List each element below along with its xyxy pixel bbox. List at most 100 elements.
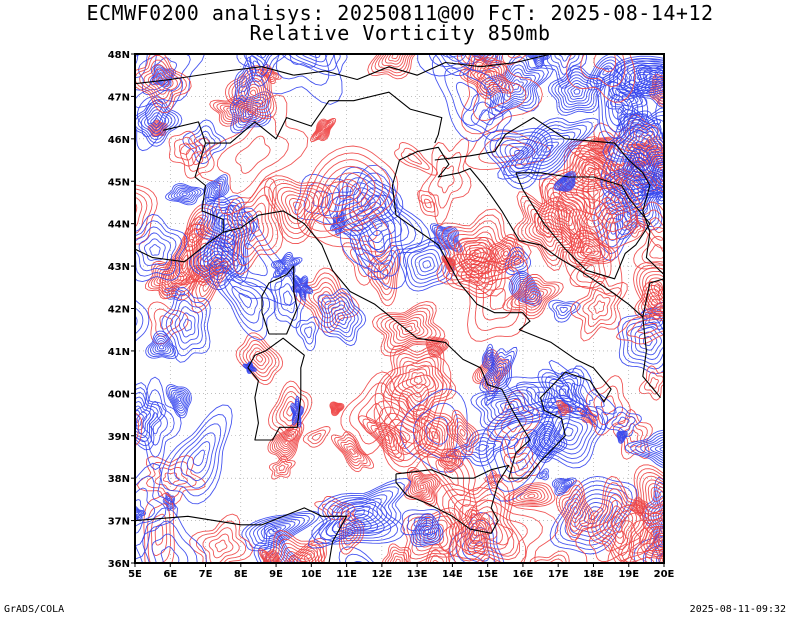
lat-tick-label: 41N xyxy=(108,347,130,358)
contour-line xyxy=(192,240,243,287)
contour-line xyxy=(135,299,150,343)
contour-line xyxy=(175,249,191,278)
contour-line xyxy=(659,166,664,172)
contour-line xyxy=(423,527,441,544)
contour-line xyxy=(546,54,584,82)
contour-line xyxy=(231,224,283,291)
contour-line xyxy=(485,352,492,364)
contour-line xyxy=(633,464,664,525)
contour-line xyxy=(176,189,194,200)
contour-line xyxy=(400,388,468,473)
contour-line xyxy=(646,528,664,554)
contour-line xyxy=(598,187,625,224)
contour-line xyxy=(112,527,131,536)
contour-line xyxy=(223,104,243,118)
contour-line xyxy=(537,367,589,417)
contour-line xyxy=(515,128,582,170)
contour-line xyxy=(366,403,384,424)
contour-line xyxy=(297,282,306,292)
contour-line xyxy=(237,99,264,126)
lat-tick-label: 44N xyxy=(108,220,130,231)
contour-line xyxy=(281,261,291,270)
contour-line xyxy=(554,54,576,69)
contour-line xyxy=(389,418,422,455)
contour-line xyxy=(569,501,581,519)
contour-line xyxy=(202,280,212,292)
contour-line xyxy=(567,497,584,524)
contour-line xyxy=(644,481,664,552)
contour-line xyxy=(660,539,664,545)
contour-line xyxy=(154,524,164,546)
lon-tick-label: 9E xyxy=(269,569,283,580)
contour-line xyxy=(618,135,664,186)
contour-line xyxy=(159,315,173,330)
contour-line xyxy=(170,389,188,412)
contour-line xyxy=(304,326,313,339)
contour-line xyxy=(180,432,216,482)
contour-line xyxy=(569,273,628,342)
contour-line xyxy=(198,275,216,297)
contour-line xyxy=(475,386,544,428)
contour-line xyxy=(632,62,664,89)
contour-line xyxy=(370,54,414,77)
contour-line xyxy=(212,184,221,194)
contour-line xyxy=(424,529,430,535)
contour-line xyxy=(481,359,503,384)
contour-line xyxy=(394,142,438,176)
contour-line xyxy=(658,537,664,547)
contour-line xyxy=(321,292,363,342)
lon-tick-label: 6E xyxy=(163,569,177,580)
contour-line xyxy=(510,279,556,314)
contour-line xyxy=(437,165,455,194)
lat-tick-label: 39N xyxy=(108,432,130,443)
contour-line xyxy=(641,235,664,265)
contour-line xyxy=(153,264,182,291)
contour-line xyxy=(159,269,176,286)
contour-line xyxy=(247,86,259,99)
contour-line xyxy=(561,489,590,532)
contour-line xyxy=(417,443,478,518)
contour-line xyxy=(491,476,497,482)
contour-line xyxy=(414,519,449,552)
contour-line xyxy=(633,226,664,271)
contour-line xyxy=(532,212,563,248)
contour-line xyxy=(330,402,344,416)
contour-line xyxy=(668,300,682,312)
contour-line xyxy=(556,399,573,417)
contour-line xyxy=(249,347,270,370)
contour-line xyxy=(174,393,185,407)
contour-line xyxy=(135,507,207,563)
coastline xyxy=(395,464,510,534)
contour-line xyxy=(303,152,391,232)
contour-line xyxy=(318,502,399,542)
contour-line xyxy=(156,342,167,351)
contour-line xyxy=(448,36,460,48)
contour-line xyxy=(610,83,643,115)
contour-line xyxy=(479,54,554,120)
contour-line xyxy=(626,126,663,161)
contour-line xyxy=(621,94,631,103)
contour-line xyxy=(588,294,611,321)
contour-line xyxy=(167,386,191,416)
contour-line xyxy=(422,527,432,536)
contour-line xyxy=(115,528,127,534)
lon-tick-label: 19E xyxy=(618,569,639,580)
contour-line xyxy=(356,201,396,243)
contour-line xyxy=(409,372,427,389)
contour-line xyxy=(415,408,454,463)
contour-line xyxy=(332,404,341,413)
contour-line xyxy=(614,87,639,111)
contour-line xyxy=(257,529,300,563)
contour-line xyxy=(160,404,233,505)
contour-line xyxy=(407,471,437,503)
contour-line xyxy=(673,434,679,440)
contour-line xyxy=(553,478,575,495)
contour-line xyxy=(642,270,664,309)
contour-line xyxy=(329,401,345,417)
contour-line xyxy=(147,503,171,563)
contour-line xyxy=(534,430,558,454)
contour-line xyxy=(352,560,365,563)
contour-line xyxy=(427,548,448,563)
contour-line xyxy=(450,252,494,294)
contour-line xyxy=(165,183,205,206)
